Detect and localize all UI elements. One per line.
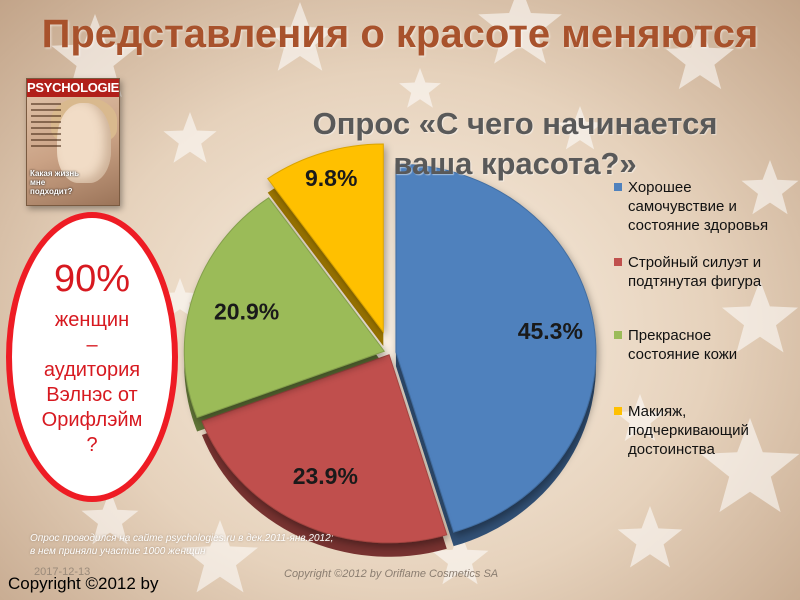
background-star — [700, 418, 800, 513]
background-star — [615, 394, 665, 441]
magazine-cover-image: PSYCHOLOGIES Какая жизнь мне подходит? — [26, 78, 120, 206]
legend-swatch — [614, 183, 622, 191]
background-star — [159, 278, 201, 318]
background-star — [665, 24, 735, 90]
legend-item-figure: Стройный силуэт и подтянутая фигура — [614, 253, 800, 291]
legend-label-line: Прекрасное — [628, 327, 712, 344]
cover-face-shape — [57, 103, 111, 183]
background-star — [557, 106, 603, 150]
magazine-name: PSYCHOLOGIES — [27, 79, 120, 97]
chart-title-line: ваша красота?» — [393, 146, 637, 181]
pie-data-label: 45.3% — [518, 318, 583, 344]
legend-swatch — [614, 331, 622, 339]
date-stamp: 2017-12-13 — [34, 566, 91, 578]
pie-slice — [183, 197, 386, 419]
callout-ellipse — [6, 212, 178, 502]
legend-label-line: состояние кожи — [628, 346, 738, 363]
callout-line: – — [86, 334, 98, 356]
chart-title: Опрос «С чего начинается ваша красота?» — [270, 104, 760, 184]
background-star — [263, 2, 337, 71]
survey-note: Опрос проводился на сайте psychologies.r… — [30, 532, 450, 558]
copyright-big: Copyright ©2012 by — [8, 574, 159, 593]
legend-label-line: состояние здоровья — [628, 217, 769, 234]
background-star — [163, 112, 217, 163]
background-star — [399, 68, 441, 108]
callout-line: Орифлэйм — [41, 409, 143, 431]
background-star — [182, 520, 258, 593]
pie-data-label: 9.8% — [305, 165, 357, 191]
legend-label-line: подчеркивающий — [628, 422, 749, 439]
legend-label-line: подтянутая фигура — [628, 273, 762, 290]
cover-text-lines — [31, 103, 61, 151]
callout-text: женщин – аудитория Вэлнэс от Орифлэйм ? — [26, 308, 158, 458]
legend-swatch — [614, 407, 622, 415]
chart-title-line: Опрос «С чего начинается — [312, 106, 718, 141]
survey-note-line: в нем приняли участие 1000 женщин — [30, 546, 206, 557]
legend-label-line: достоинства — [628, 441, 715, 458]
legend-label-line: самочувствие и — [628, 198, 737, 215]
background-star — [741, 160, 799, 215]
magazine-headline: Какая жизнь мне подходит? — [30, 169, 80, 196]
pie-slice — [201, 354, 448, 544]
legend-item-makeup: Макияж, подчеркивающий достоинства — [614, 402, 800, 459]
callout-line: аудитория — [43, 359, 141, 381]
background-star — [431, 530, 489, 585]
pie-data-label: 23.9% — [293, 463, 358, 489]
background-star — [51, 14, 139, 98]
callout-line: ? — [86, 434, 98, 456]
legend-item-health: Хорошее самочувствие и состояние здоровь… — [614, 178, 800, 235]
background-star — [81, 490, 139, 545]
survey-note-line: Опрос проводился на сайте psychologies.r… — [30, 533, 334, 544]
slide-title: Представления о красоте меняются — [41, 12, 759, 56]
background-star — [478, 0, 562, 64]
legend-label-line: Стройный силуэт и — [628, 254, 762, 271]
legend-label-line: Макияж, — [628, 403, 687, 420]
copyright-small: Copyright ©2012 by Oriflame Cosmetics SA — [284, 568, 499, 580]
legend-item-skin: Прекрасное состояние кожи — [614, 326, 800, 364]
background-star — [722, 280, 798, 353]
callout-line: женщин — [54, 309, 130, 331]
pie-slice — [395, 163, 597, 533]
background-star — [617, 506, 683, 568]
legend-label-line: Хорошее — [628, 179, 692, 196]
pie-data-label: 20.9% — [214, 299, 279, 325]
callout-percent: 90% — [53, 258, 131, 300]
legend-swatch — [614, 258, 622, 266]
pie-slice — [266, 143, 384, 334]
callout-line: Вэлнэс от — [46, 384, 138, 406]
